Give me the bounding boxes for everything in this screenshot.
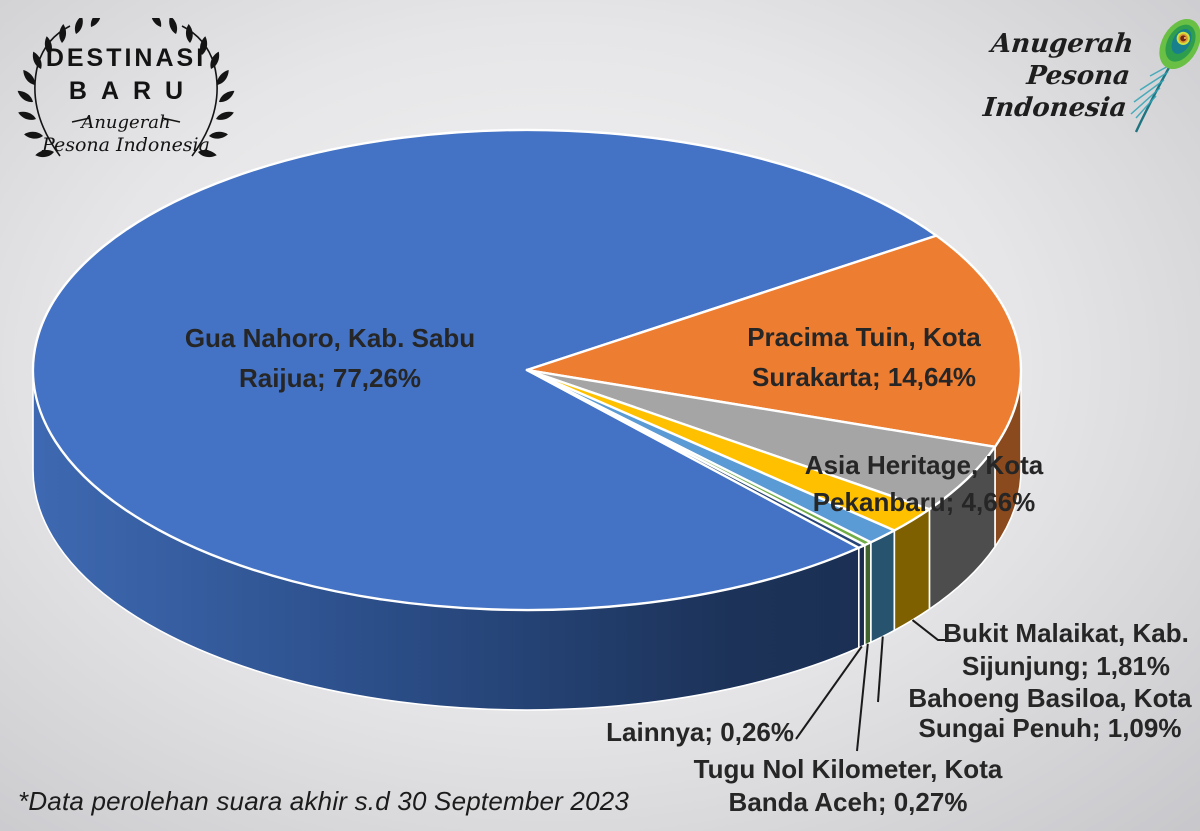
badge-script-line1: Anugerah <box>81 112 171 133</box>
pie-label-line: Sungai Penuh; 1,09% <box>918 713 1182 743</box>
anugerah-pesona-indonesia-logo: Anugerah Pesona Indonesia <box>890 18 1200 135</box>
pie-label-lainnya: Lainnya; 0,26% <box>534 717 794 748</box>
pie-slice-top-6 <box>525 368 866 549</box>
pie-label-line: Gua Nahoro, Kab. Sabu <box>184 323 476 353</box>
pie-label-line: Surakarta; 14,64% <box>751 362 977 392</box>
badge-title-line2: BARU <box>68 77 198 105</box>
destinasi-baru-badge: DESTINASI BARU Anugerah Pesona Indonesia <box>14 18 238 170</box>
pie-label-tugu-nol-kilometer: Tugu Nol Kilometer, Kota Banda Aceh; 0,2… <box>648 753 1048 819</box>
pie-leader-line-3 <box>911 619 956 641</box>
api-logo-line1: Anugerah <box>989 29 1135 59</box>
pie-label-line: Pracima Tuin, Kota <box>747 322 981 352</box>
pie-slice-side-6 <box>858 544 866 649</box>
footnote: *Data perolehan suara akhir s.d 30 Septe… <box>18 786 630 816</box>
pie-label-line: Bahoeng Basiloa, Kota <box>908 683 1192 713</box>
pie-slice-side-4 <box>870 529 896 644</box>
pie-label-bahoeng-basiloa: Bahoeng Basiloa, Kota Sungai Penuh; 1,09… <box>900 683 1200 743</box>
badge-script-line2: Pesona Indonesia <box>42 134 210 156</box>
pie-label-line: Banda Aceh; 0,27% <box>728 787 968 817</box>
pie-label-line: Pekanbaru; 4,66% <box>812 487 1036 517</box>
pie-leader-line-4 <box>877 636 884 703</box>
pie-label-line: Sijunjung; 1,81% <box>961 651 1171 681</box>
pie-leader-line-5 <box>856 643 869 752</box>
pie-leader-line-6 <box>795 645 863 740</box>
pie-label-pracima-tuin: Pracima Tuin, Kota Surakarta; 14,64% <box>664 317 1064 397</box>
pie-label-bukit-malaikat: Bukit Malaikat, Kab. Sijunjung; 1,81% <box>916 617 1200 683</box>
pie-slice-top-1 <box>525 234 1023 449</box>
pie-label-line: Tugu Nol Kilometer, Kota <box>693 754 1003 784</box>
pie-label-gua-nahoro: Gua Nahoro, Kab. Sabu Raijua; 77,26% <box>120 318 540 398</box>
api-logo-text: Anugerah Pesona Indonesia <box>885 28 1135 124</box>
laurel-wreath-icon <box>17 18 235 158</box>
pie-label-line: Bukit Malaikat, Kab. <box>943 618 1189 648</box>
pie-slice-side-5 <box>863 541 872 646</box>
pie-label-line: Asia Heritage, Kota <box>804 450 1044 480</box>
badge-title-line1: DESTINASI <box>45 44 207 72</box>
pie-slice-top-0 <box>31 128 938 612</box>
pie-label-asia-heritage: Asia Heritage, Kota Pekanbaru; 4,66% <box>724 447 1124 521</box>
pie-label-line: Lainnya; 0,26% <box>606 717 794 747</box>
api-logo-line2: Pesona Indonesia <box>981 61 1132 123</box>
pie-label-line: Raijua; 77,26% <box>238 363 422 393</box>
peacock-feather-icon <box>1130 18 1200 133</box>
